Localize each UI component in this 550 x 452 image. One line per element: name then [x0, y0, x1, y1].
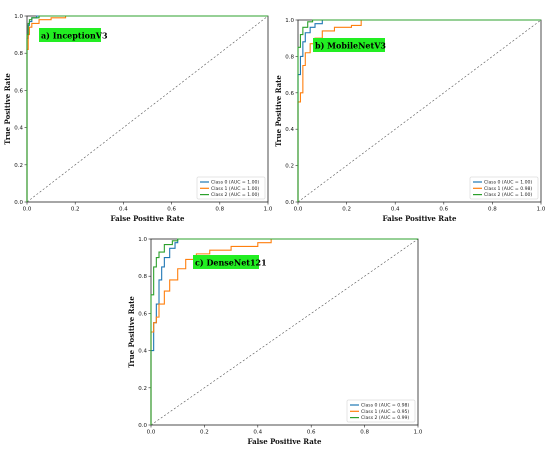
y-tick-label: 1.0 [285, 18, 294, 24]
roc-curve-class-1 [26, 15, 268, 202]
x-tick-label: 0.0 [147, 430, 156, 436]
roc-panel-1: 0.00.0 0.2 0.2 0.4 0.4 0.6 0.6 0.8 0.8 1.0 1.0 Fals… [274, 18, 546, 223]
x-tick-label: 0.8 [360, 430, 369, 436]
legend-entry: Class 0 (AUC = 1.00) [211, 180, 259, 186]
panel-title: b) MobileNetV3 [315, 41, 386, 51]
x-tick-label: 1.0 [414, 430, 423, 436]
y-axis-label: True Positive Rate [3, 73, 12, 145]
panel-title-badge [313, 38, 385, 52]
x-tick-label: 0.4 [119, 207, 128, 213]
x-tick-label: 0.0 [23, 207, 32, 213]
panel-title: c) DenseNet121 [195, 258, 267, 268]
x-axis-label: False Positive Rate [247, 437, 322, 446]
legend-box [469, 176, 539, 200]
y-tick-label: 0.0 [285, 200, 294, 206]
x-tick-label: 1.0 [264, 207, 273, 213]
x-tick-label: 0.0 [294, 207, 303, 213]
x-axis-label: False Positive Rate [382, 214, 457, 223]
x-tick-label: 0.4 [391, 207, 400, 213]
x-tick-label: 0.6 [167, 207, 176, 213]
y-tick-label: 0.0 [14, 200, 23, 206]
legend-entry: Class 2 (AUC = 0.99) [361, 415, 409, 421]
y-tick-label: 0.6 [138, 311, 147, 317]
x-tick-label: 0.6 [439, 207, 448, 213]
roc-panel-0: 0.00.0 0.2 0.2 0.4 0.4 0.6 0.6 0.8 0.8 1.0 1.0 Fals… [3, 14, 273, 223]
legend-entry: Class 2 (AUC = 1.00) [211, 192, 259, 198]
x-tick-label: 0.2 [342, 207, 351, 213]
x-tick-label: 0.8 [215, 207, 224, 213]
legend-entry: Class 0 (AUC = 0.98) [361, 403, 409, 409]
roc-curve-class-2 [26, 15, 268, 202]
roc-curve-class-2 [150, 238, 418, 425]
y-tick-label: 0.8 [285, 54, 294, 60]
x-tick-label: 0.2 [200, 430, 209, 436]
x-tick-label: 0.6 [307, 430, 316, 436]
y-tick-label: 1.0 [14, 14, 23, 20]
panel-title-badge [39, 28, 101, 42]
roc-curve-class-2 [297, 19, 541, 202]
panel-title-badge [193, 255, 259, 269]
y-tick-label: 0.4 [285, 127, 294, 133]
y-tick-label: 0.8 [138, 274, 147, 280]
x-tick-label: 0.8 [488, 207, 497, 213]
chance-diagonal [297, 19, 542, 203]
roc-curve-class-0 [297, 19, 541, 202]
y-tick-label: 0.2 [138, 386, 147, 392]
y-axis-label: True Positive Rate [274, 75, 283, 147]
y-tick-label: 0.2 [14, 163, 23, 169]
y-tick-label: 1.0 [138, 237, 147, 243]
legend-box [196, 176, 266, 200]
legend-entry: Class 1 (AUC = 0.95) [361, 409, 409, 415]
y-tick-label: 0.8 [14, 51, 23, 57]
y-tick-label: 0.0 [138, 423, 147, 429]
y-tick-label: 0.4 [138, 349, 147, 355]
chance-diagonal [26, 15, 269, 203]
y-tick-label: 0.4 [14, 126, 23, 132]
panel-title: a) InceptionV3 [41, 31, 108, 41]
legend-box [346, 399, 416, 423]
y-tick-label: 0.6 [285, 91, 294, 97]
y-tick-label: 0.6 [14, 88, 23, 94]
roc-curve-class-1 [150, 238, 418, 425]
y-tick-label: 0.2 [285, 164, 294, 170]
x-axis-label: False Positive Rate [110, 214, 185, 223]
legend-entry: Class 1 (AUC = 1.00) [211, 186, 259, 192]
roc-panel-2: 0.00.0 0.2 0.2 0.4 0.4 0.6 0.6 0.8 0.8 1.0 1.0 Fals… [127, 237, 423, 446]
roc-panels: 0.00.00.20.20.40.40.60.60.80.81.01.0Fals… [3, 14, 546, 446]
legend-entry: Class 2 (AUC = 1.00) [484, 192, 532, 198]
x-tick-label: 0.4 [253, 430, 262, 436]
legend-entry: Class 0 (AUC = 1.00) [484, 180, 532, 186]
x-tick-label: 1.0 [537, 207, 546, 213]
y-axis-label: True Positive Rate [127, 296, 136, 368]
x-tick-label: 0.2 [71, 207, 80, 213]
legend-entry: Class 1 (AUC = 0.98) [484, 186, 532, 192]
